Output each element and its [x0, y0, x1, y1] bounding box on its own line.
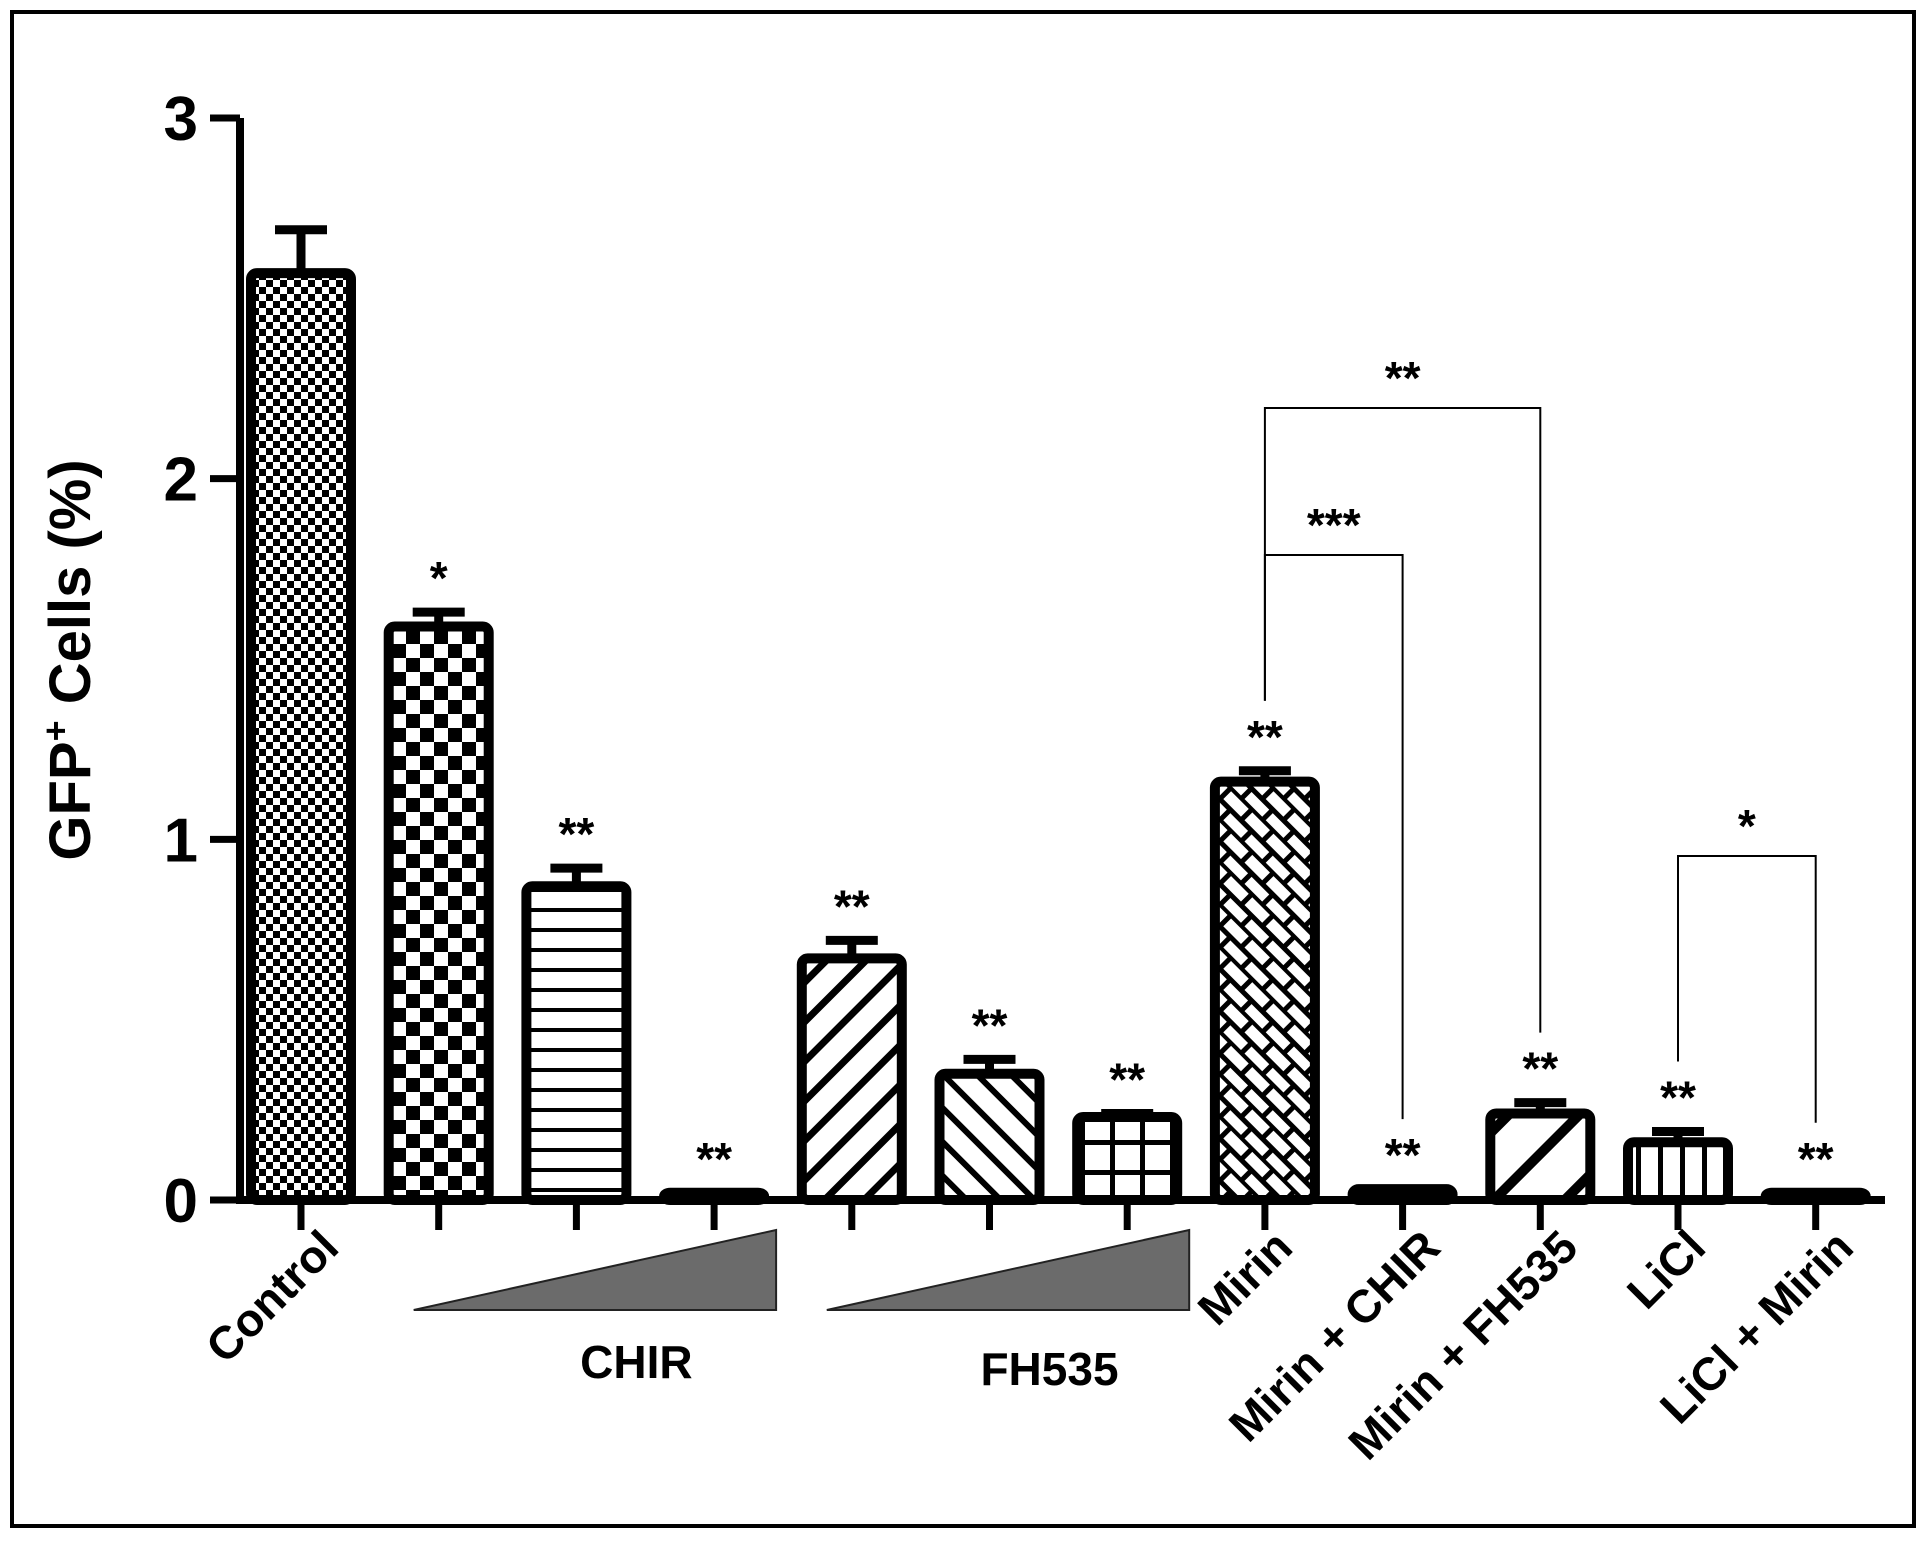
x-group-label: FH535 — [980, 1343, 1118, 1395]
bars-layer: ********************* — [246, 225, 1871, 1206]
bar — [659, 1187, 770, 1205]
significance-label: ** — [1522, 1043, 1558, 1095]
bar — [383, 621, 494, 1205]
bracket-line — [1677, 855, 1817, 1123]
bar — [1209, 776, 1320, 1205]
significance-label: ** — [1109, 1053, 1145, 1105]
significance-label: ** — [558, 808, 594, 860]
x-category-label: LiCl — [1617, 1220, 1715, 1318]
bar — [1485, 1108, 1596, 1205]
dose-gradient-triangle — [413, 1228, 778, 1311]
bracket-line — [1263, 554, 1404, 1120]
bar — [796, 953, 907, 1205]
x-category-label: Control — [196, 1220, 348, 1372]
significance-brackets: ****** — [1263, 352, 1817, 1123]
y-tick-label: 1 — [164, 806, 198, 875]
significance-label: ** — [696, 1133, 732, 1185]
bar — [1072, 1112, 1183, 1205]
y-tick-label: 3 — [164, 85, 198, 154]
significance-label: * — [430, 552, 448, 604]
significance-label: ** — [972, 999, 1008, 1051]
frame-border — [10, 10, 1916, 1528]
y-tick-label: 2 — [164, 446, 198, 515]
bracket-label: ** — [1385, 352, 1421, 404]
bracket-label: * — [1738, 800, 1756, 852]
y-tick-label: 0 — [164, 1167, 198, 1236]
bar — [1760, 1187, 1871, 1205]
bar — [521, 881, 632, 1205]
y-axis-label: GFP+ Cells (%) — [35, 459, 103, 860]
x-category-label: Mirin — [1187, 1220, 1301, 1334]
x-group-label: CHIR — [580, 1336, 692, 1388]
bar — [1623, 1137, 1733, 1205]
bar — [246, 268, 356, 1205]
significance-label: ** — [1660, 1071, 1696, 1123]
dose-gradient-triangle — [826, 1228, 1191, 1311]
ylabel-superscript: + — [35, 720, 76, 741]
significance-label: ** — [1247, 711, 1283, 763]
bar — [1347, 1184, 1458, 1206]
bracket-label: *** — [1307, 499, 1361, 551]
axes: 0 1 2 3 — [164, 85, 1885, 1236]
significance-label: ** — [1385, 1129, 1421, 1181]
significance-label: ** — [1798, 1133, 1834, 1185]
bar — [934, 1068, 1045, 1206]
significance-label: ** — [834, 880, 870, 932]
